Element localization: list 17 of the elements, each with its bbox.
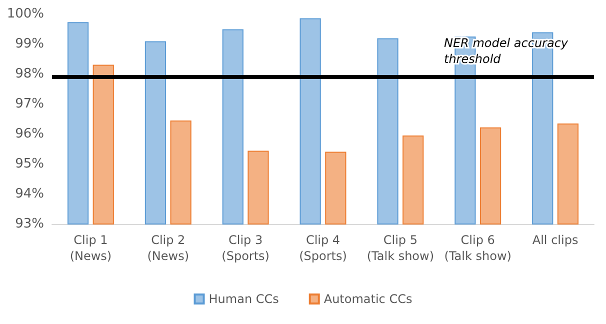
x-tick-label: Clip 4 (Sports) [299, 233, 347, 263]
x-tick-label: Clip 6 (Talk show) [444, 233, 512, 263]
x-tick-label: Clip 3 (Sports) [222, 233, 270, 263]
y-tick-label: 93% [15, 216, 44, 232]
y-tick-label: 94% [15, 186, 44, 202]
y-tick-label: 95% [15, 156, 44, 172]
y-tick-label: 96% [15, 126, 44, 142]
x-tick-label: Clip 5 (Talk show) [366, 233, 434, 263]
x-tick-label: All clips [532, 233, 578, 247]
legend-label: Automatic CCs [324, 292, 412, 306]
y-tick-label: 100% [6, 6, 44, 22]
x-tick-label: Clip 1 (News) [70, 233, 112, 263]
legend-label: Human CCs [208, 292, 279, 306]
y-tick-label: 99% [15, 36, 44, 52]
y-tick-label: 98% [15, 66, 44, 82]
x-tick-label: Clip 2 (News) [147, 233, 190, 263]
y-tick-label: 97% [15, 96, 44, 112]
